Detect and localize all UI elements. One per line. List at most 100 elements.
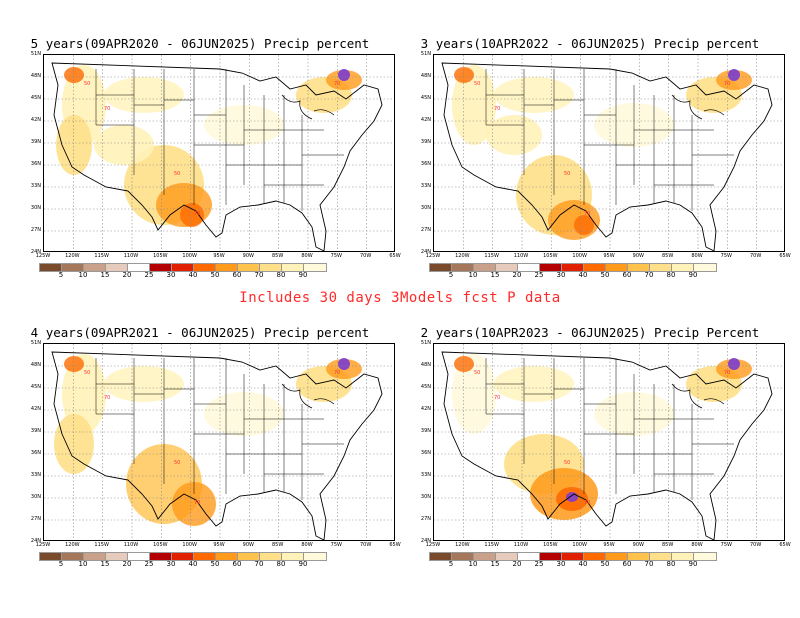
contour-label: 50 <box>474 370 480 376</box>
latitude-label: 45N <box>420 384 431 390</box>
colorbar-tick: 10 <box>78 560 88 568</box>
longitude-label: 65W <box>779 253 791 259</box>
colorbar-tick: 25 <box>144 271 154 279</box>
latitude-label: 51N <box>30 340 41 346</box>
precip-percent-map: 70 50 70 50 70 <box>433 54 785 252</box>
map-graphic: 70 50 70 50 70 <box>44 344 394 540</box>
longitude-label: 75W <box>330 253 342 259</box>
colorbar-tick: 5 <box>58 560 64 568</box>
colorbar-tick: 80 <box>276 271 286 279</box>
state-borders <box>226 129 344 186</box>
longitude-label: 90W <box>242 253 254 259</box>
longitude-label: 110W <box>123 542 139 548</box>
longitude-labels: 125W 120W 115W 110W 105W 100W 95W 90W 85W 80W 75W 7… <box>36 253 401 261</box>
colorbar-tick: 50 <box>600 271 610 279</box>
longitude-label: 115W <box>94 253 109 259</box>
latitude-label: 24N <box>30 538 41 544</box>
contour-label: 50 <box>84 370 90 376</box>
latitude-label: 30N <box>420 494 431 500</box>
colorbar-tick: 5 <box>448 560 454 568</box>
colorbar-tick: 30 <box>166 271 176 279</box>
precip-shading <box>56 65 362 227</box>
longitude-label: 105W <box>153 542 168 548</box>
latitude-label: 45N <box>30 95 41 101</box>
lat-lon-grid <box>434 55 784 251</box>
colorbar-tick: 20 <box>122 271 132 279</box>
longitude-label: 95W <box>603 253 615 259</box>
longitude-label: 70W <box>360 253 372 259</box>
longitude-label: 65W <box>779 542 791 548</box>
lat-lon-grid <box>44 344 394 540</box>
colorbar-swatch <box>303 552 327 561</box>
colorbar-tick: 50 <box>210 271 220 279</box>
longitude-label: 100W <box>572 253 587 259</box>
colorbar-tick: 40 <box>188 271 198 279</box>
longitude-label: 115W <box>94 542 109 548</box>
longitude-label: 115W <box>484 253 499 259</box>
us-outline <box>51 351 383 540</box>
state-borders <box>225 358 303 500</box>
colorbar-tick: 5 <box>58 271 64 279</box>
state-borders <box>225 69 303 211</box>
longitude-label: 105W <box>543 253 558 259</box>
contour-label: 70 <box>194 211 200 217</box>
colorbar-tick: 25 <box>534 560 544 568</box>
latitude-label: 33N <box>420 472 431 478</box>
colorbar-tick: 15 <box>490 271 500 279</box>
longitude-label: 75W <box>330 542 342 548</box>
colorbar-swatch <box>693 263 717 272</box>
colorbar-tick: 15 <box>100 271 110 279</box>
latitude-label: 27N <box>30 227 41 233</box>
colorbar-tick: 30 <box>556 560 566 568</box>
latitude-label: 45N <box>420 95 431 101</box>
colorbar-tick: 25 <box>144 560 154 568</box>
longitude-label: 105W <box>153 253 168 259</box>
longitude-label: 80W <box>301 542 313 548</box>
contour-label: 50 <box>174 171 180 177</box>
longitude-labels: 125W 120W 115W 110W 105W 100W 95W 90W 85W 80W 75W 7… <box>36 542 401 550</box>
state-borders <box>95 69 195 205</box>
latitude-label: 24N <box>30 249 41 255</box>
colorbar-swatch <box>303 263 327 272</box>
longitude-label: 120W <box>455 253 470 259</box>
panel-title: 2 years(10APR2023 - 06JUN2025) Precip Pe… <box>420 325 760 340</box>
latitude-label: 42N <box>30 406 41 412</box>
latitude-label: 33N <box>420 183 431 189</box>
state-borders <box>615 358 693 500</box>
latitude-label: 39N <box>420 428 431 434</box>
colorbar-tick: 80 <box>666 560 676 568</box>
map-graphic: 70 50 70 50 70 <box>44 55 394 251</box>
great-lakes-outline <box>671 383 725 409</box>
precip-percent-map: 70 50 70 50 70 <box>433 343 785 541</box>
lat-lon-grid <box>44 55 394 251</box>
panel-bottom-right: 2 years(10APR2023 - 06JUN2025) Precip Pe… <box>395 325 791 605</box>
latitude-label: 36N <box>420 161 431 167</box>
latitude-label: 24N <box>420 249 431 255</box>
colorbar-tick: 40 <box>578 271 588 279</box>
colorbar-tick: 20 <box>122 560 132 568</box>
colorbar-tick: 40 <box>578 560 588 568</box>
latitude-label: 51N <box>420 340 431 346</box>
contour-label: 70 <box>494 395 500 401</box>
state-borders <box>615 69 693 211</box>
latitude-label: 51N <box>420 51 431 57</box>
state-borders <box>96 383 244 435</box>
longitude-label: 110W <box>123 253 139 259</box>
longitude-label: 95W <box>213 253 225 259</box>
colorbar-tick: 70 <box>254 271 264 279</box>
longitude-label: 95W <box>213 542 225 548</box>
longitude-label: 95W <box>603 542 615 548</box>
longitude-label: 125W <box>425 253 441 259</box>
longitude-label: 100W <box>182 253 197 259</box>
latitude-label: 42N <box>420 406 431 412</box>
longitude-labels: 125W 120W 115W 110W 105W 100W 95W 90W 85W 80W 75W 7… <box>426 253 791 261</box>
panel-bottom-left: 4 years(09APR2021 - 06JUN2025) Precip pe… <box>5 325 401 605</box>
longitude-labels: 125W 120W 115W 110W 105W 100W 95W 90W 85W 80W 75W 7… <box>426 542 791 550</box>
longitude-label: 100W <box>182 542 197 548</box>
colorbar-tick: 10 <box>468 560 478 568</box>
longitude-label: 105W <box>543 542 558 548</box>
longitude-label: 90W <box>632 253 644 259</box>
panel-title: 3 years(10APR2022 - 06JUN2025) Precip pe… <box>420 36 760 51</box>
latitude-labels: 51N 48N 45N 42N 39N 36N 33N 30N 27N 24N <box>409 51 431 255</box>
latitude-label: 48N <box>420 362 431 368</box>
